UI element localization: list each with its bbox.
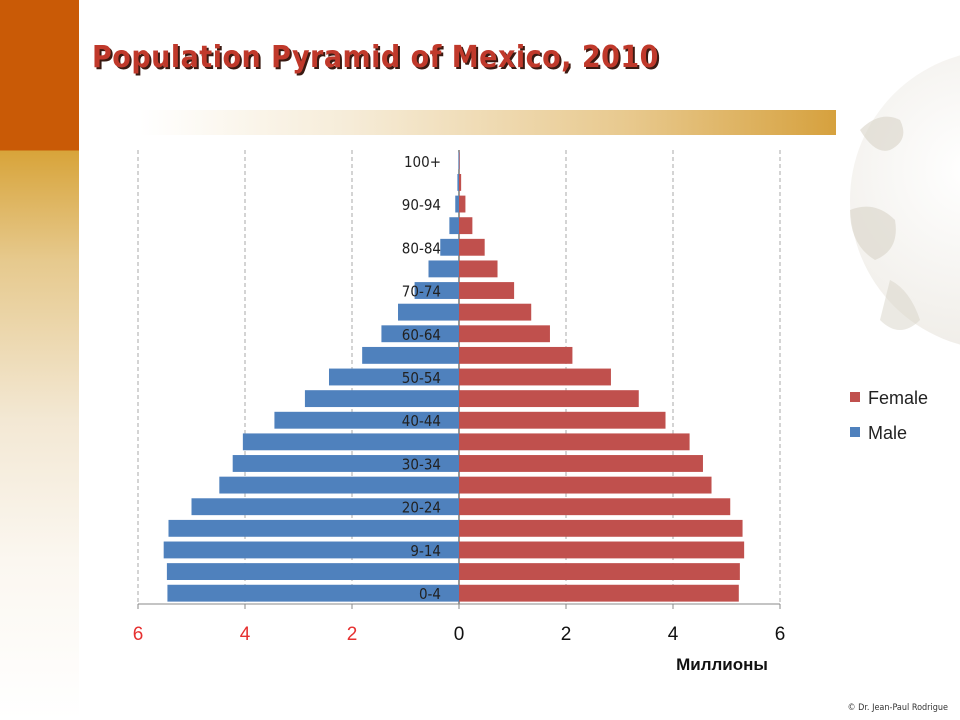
male-bar-50-54 <box>328 368 459 386</box>
male-bar-45-49 <box>304 390 459 408</box>
left-accent-bar <box>0 0 79 720</box>
male-bar-85-89 <box>449 217 459 235</box>
category-label-30-34: 30-34 <box>402 455 441 473</box>
female-bar-0-4 <box>459 584 739 602</box>
category-label-60-64: 60-64 <box>402 326 441 344</box>
category-label-20-24: 20-24 <box>402 499 441 517</box>
female-bar-90-94 <box>459 195 466 213</box>
male-bar-35-39 <box>242 433 459 451</box>
female-bar-50-54 <box>459 368 611 386</box>
slide-title: Population Pyramid of Mexico, 2010 <box>92 40 659 75</box>
female-bar-55-59 <box>459 346 573 364</box>
male-bar-9-14 <box>163 541 459 559</box>
x-tick-label-6: 6 <box>775 624 786 645</box>
male-bar-5-9 <box>166 563 459 581</box>
x-axis-label: Миллионы <box>676 655 768 674</box>
male-bar-100+ <box>458 152 460 170</box>
x-tick-label-2: 2 <box>347 624 358 645</box>
male-bar-55-59 <box>362 346 459 364</box>
female-bar-25-29 <box>459 476 712 494</box>
category-label-9-14: 9-14 <box>410 542 441 560</box>
female-bar-30-34 <box>459 455 703 472</box>
male-bar-95-99 <box>457 173 459 191</box>
category-label-70-74: 70-74 <box>402 283 441 301</box>
male-bar-90-94 <box>455 195 459 213</box>
x-tick-label-5: 4 <box>668 624 679 645</box>
x-tick-label-3: 0 <box>454 624 465 645</box>
category-labels: 0-4 9-14 20-24 30-34 40-44 50-54 60-64 70-74 80-… <box>402 153 441 603</box>
legend-swatch-female <box>850 392 860 403</box>
legend-label-male: Male <box>868 423 908 443</box>
title-underline-bar <box>140 110 836 135</box>
male-bar-15-19 <box>168 519 459 537</box>
male-bar-0-4 <box>167 584 460 602</box>
female-bar-85-89 <box>459 217 473 235</box>
copyright-credit: © Dr. Jean-Paul Rodrigue <box>847 703 948 713</box>
male-bar-25-29 <box>219 476 459 494</box>
female-bar-75-79 <box>459 260 498 278</box>
x-tick-label-4: 2 <box>561 624 572 645</box>
male-bar-65-69 <box>398 303 459 321</box>
female-bar-65-69 <box>459 303 532 321</box>
category-label-80-84: 80-84 <box>402 239 441 257</box>
female-bar-70-74 <box>459 282 515 299</box>
x-tick-label-1: 4 <box>240 624 251 645</box>
category-label-40-44: 40-44 <box>402 412 441 430</box>
male-bar-30-34 <box>232 455 459 472</box>
globe-graphic <box>850 55 960 345</box>
female-bar-80-84 <box>459 238 485 256</box>
male-bar-75-79 <box>428 260 459 278</box>
female-bar-45-49 <box>459 390 639 408</box>
male-bar-70-74 <box>414 282 459 299</box>
legend-label-female: Female <box>868 388 929 408</box>
female-bar-5-9 <box>459 563 740 581</box>
female-bar-35-39 <box>459 433 690 451</box>
female-bar-20-24 <box>459 498 731 516</box>
category-label-0-4: 0-4 <box>419 585 441 603</box>
category-label-90-94: 90-94 <box>402 196 441 214</box>
female-bar-100+ <box>459 152 460 170</box>
category-label-100+: 100+ <box>404 153 441 171</box>
female-bar-9-14 <box>459 541 745 559</box>
category-label-50-54: 50-54 <box>402 369 441 387</box>
female-bar-95-99 <box>459 173 462 191</box>
male-bar-60-64 <box>381 325 459 343</box>
male-bar-40-44 <box>274 411 459 429</box>
male-bar-20-24 <box>191 498 459 516</box>
legend-item-female: Female <box>850 388 928 409</box>
legend-item-male: Male <box>850 423 907 444</box>
female-bar-60-64 <box>459 325 550 343</box>
legend-swatch-male <box>850 427 860 438</box>
x-tick-labels: 6 4 2 0 2 4 6 <box>133 624 786 645</box>
male-bar-80-84 <box>440 238 459 256</box>
x-tick-label-0: 6 <box>133 624 144 645</box>
female-bar-15-19 <box>459 519 743 537</box>
bars <box>163 152 745 602</box>
female-bar-40-44 <box>459 411 666 429</box>
